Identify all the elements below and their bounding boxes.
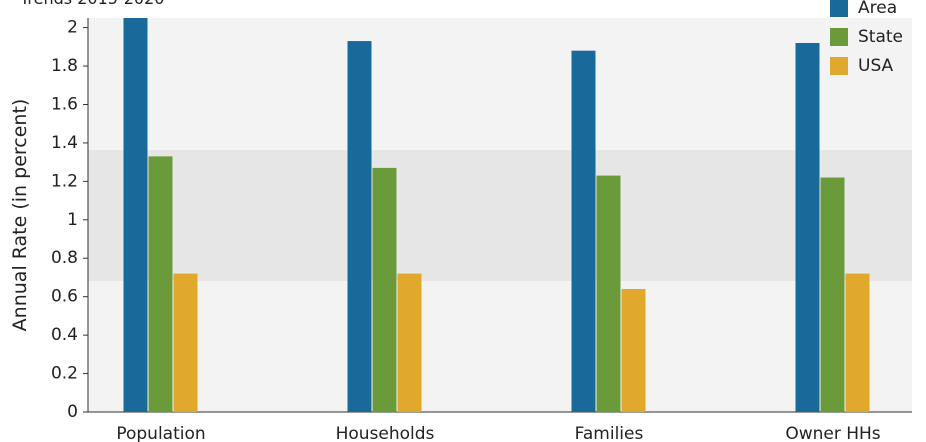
y-tick-label: 2 bbox=[67, 18, 78, 38]
y-tick-label: 0 bbox=[67, 402, 78, 422]
chart-title: Trends 2015-2020 bbox=[19, 0, 164, 8]
x-tick-label: Population bbox=[116, 424, 205, 442]
y-tick-label: 0.8 bbox=[51, 248, 78, 268]
bar bbox=[397, 273, 422, 412]
bar bbox=[347, 41, 372, 412]
bar bbox=[148, 156, 173, 412]
legend-swatch bbox=[830, 0, 848, 17]
bar bbox=[795, 42, 820, 413]
y-tick-label: 1.2 bbox=[51, 171, 78, 191]
y-axis-label: Annual Rate (in percent) bbox=[9, 99, 31, 332]
legend-label: State bbox=[858, 27, 903, 47]
bar bbox=[596, 175, 621, 412]
legend-swatch bbox=[830, 28, 848, 46]
bar bbox=[820, 177, 845, 412]
y-tick-label: 1 bbox=[67, 210, 78, 230]
y-tick-label: 1.8 bbox=[51, 56, 78, 76]
y-tick-label: 1.4 bbox=[51, 133, 78, 153]
background-band bbox=[88, 150, 912, 281]
bar bbox=[372, 167, 397, 412]
bar bbox=[621, 288, 646, 412]
bar bbox=[123, 18, 148, 412]
y-tick-label: 0.6 bbox=[51, 287, 78, 307]
x-tick-label: Families bbox=[575, 424, 644, 442]
y-tick-label: 1.6 bbox=[51, 94, 78, 114]
bar bbox=[173, 273, 198, 412]
legend-swatch bbox=[830, 57, 848, 75]
y-tick-label: 0.4 bbox=[51, 325, 78, 345]
x-tick-label: Owner HHs bbox=[785, 424, 880, 442]
bar bbox=[845, 273, 870, 412]
y-tick-label: 0.2 bbox=[51, 364, 78, 384]
x-tick-label: Households bbox=[336, 424, 435, 442]
legend-label: USA bbox=[858, 56, 894, 76]
bar bbox=[571, 50, 596, 413]
background-gap bbox=[912, 0, 926, 100]
legend-label: Area bbox=[858, 0, 897, 18]
